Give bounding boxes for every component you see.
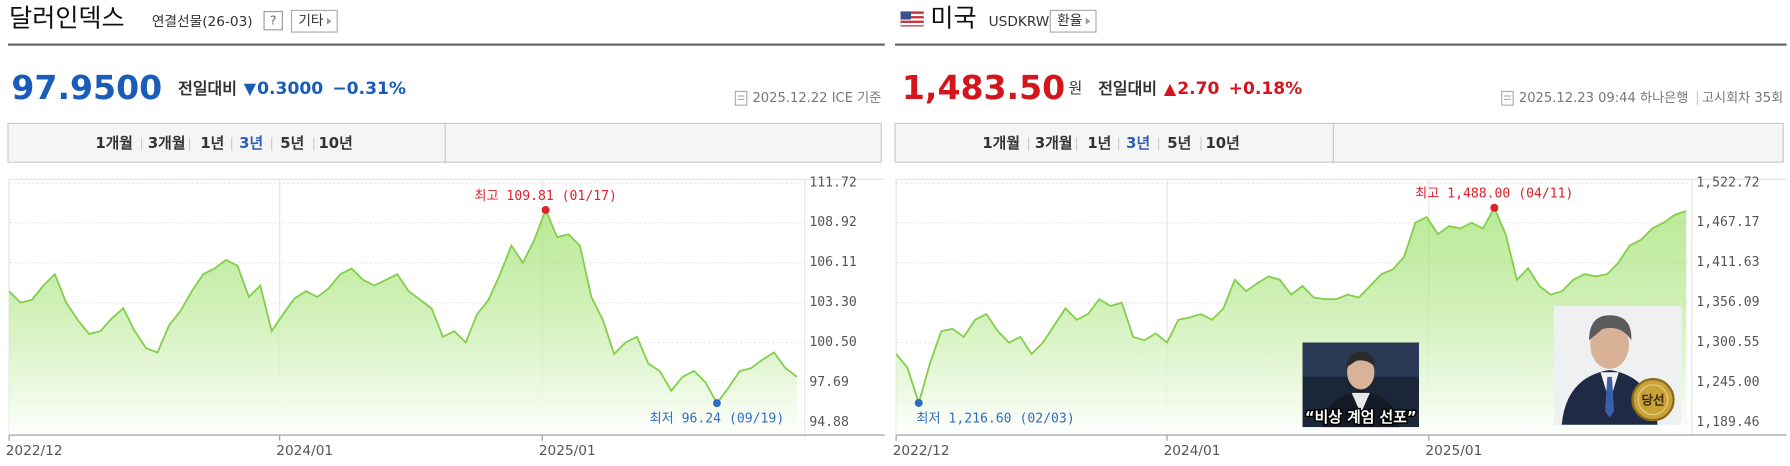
y-tick-label: 1,522.72	[1696, 175, 1759, 190]
change: 0.3000	[257, 79, 323, 99]
low-marker	[914, 398, 923, 407]
doc-icon	[1501, 90, 1514, 106]
price-unit: 원	[1069, 80, 1083, 97]
help-box[interactable]	[263, 10, 283, 31]
x-tick-label: 2022/12	[893, 443, 950, 459]
panel-subtitle: 연결선물(26-03)	[152, 14, 253, 30]
high-marker	[1490, 203, 1499, 212]
badge-text: 당선	[1641, 392, 1664, 407]
button-label[interactable]: 환율	[1057, 13, 1082, 29]
change: 2.70	[1177, 79, 1219, 99]
x-tick-label: 2022/12	[6, 443, 63, 459]
change-label: 전일대비	[1098, 79, 1157, 98]
change-arrow: ▼	[244, 79, 257, 98]
period-tab[interactable]: 1년	[200, 135, 224, 152]
low-label: 최저 1,216.60 (02/03)	[916, 410, 1074, 426]
button-arrow	[1085, 17, 1091, 25]
photo: “비상 계엄 선포”	[1302, 342, 1419, 427]
change-pct: −0.31%	[332, 79, 406, 99]
period-tab[interactable]: 1개월	[95, 134, 133, 152]
x-tick-label: 2025/01	[1425, 443, 1482, 459]
quote-date: 2025.12.22 ICE 기준	[752, 90, 881, 106]
tab-bar	[894, 122, 1784, 163]
period-tab[interactable]: 5년	[280, 135, 304, 152]
period-tab[interactable]: 1년	[1087, 135, 1111, 152]
y-tick-label: 103.30	[809, 295, 856, 310]
photo: 당선	[1553, 306, 1682, 425]
line	[8, 207, 798, 405]
high-marker	[541, 205, 550, 214]
period-tab[interactable]: 3년	[1126, 135, 1150, 152]
tab-bar	[7, 122, 882, 163]
flag-icon	[900, 11, 924, 27]
line	[895, 205, 1687, 407]
y-tick-label: 94.88	[809, 415, 849, 430]
high-label: 최고 109.81 (01/17)	[474, 188, 617, 204]
period-tab[interactable]: 5년	[1167, 135, 1191, 152]
y-tick-label: 1,356.09	[1696, 295, 1759, 310]
y-tick-label: 1,467.17	[1696, 215, 1759, 230]
panel-title: 달러인덱스	[9, 4, 125, 33]
period-tab[interactable]: 10년	[1205, 135, 1239, 152]
period-tab[interactable]: 3개월	[1035, 134, 1073, 152]
low-label: 최저 96.24 (09/19)	[650, 411, 785, 427]
period-tab[interactable]: 1개월	[982, 134, 1020, 152]
y-tick-label: 1,245.00	[1696, 375, 1759, 390]
button[interactable]	[1049, 9, 1097, 33]
panel-subtitle: USDKRW	[989, 14, 1050, 30]
y-tick-label: 106.11	[809, 255, 856, 270]
high-label: 최고 1,488.00 (04/11)	[1415, 186, 1573, 202]
button[interactable]	[290, 9, 338, 33]
x-tick-label: 2024/01	[276, 443, 333, 459]
button-label[interactable]: 기타	[298, 13, 324, 29]
y-tick-label: 1,411.63	[1696, 255, 1759, 270]
change-label: 전일대비	[178, 79, 237, 98]
x-tick-label: 2025/01	[539, 443, 596, 459]
button-arrow	[326, 17, 332, 25]
change-arrow: ▲	[1164, 79, 1177, 98]
y-tick-label: 100.50	[809, 335, 856, 350]
period-tab[interactable]: 3개월	[148, 134, 186, 152]
quote-date: 2025.12.23 09:44 하나은행	[1519, 90, 1688, 106]
y-tick-label: 108.92	[809, 215, 856, 230]
notice-round: 고시회차 35회	[1702, 90, 1783, 106]
price-row: 1,483.50 원 전일대비 ▲2.70 +0.18%	[902, 68, 1302, 107]
photo-caption: “비상 계엄 선포”	[1305, 408, 1417, 426]
area	[9, 209, 797, 436]
panel-title: 미국	[930, 4, 976, 33]
y-tick-label: 1,300.55	[1696, 335, 1759, 350]
price-row: 97.9500 전일대비 ▼0.3000 −0.31%	[11, 68, 406, 107]
low-marker	[712, 399, 721, 408]
x-tick-label: 2024/01	[1164, 443, 1221, 459]
doc-icon	[734, 90, 748, 106]
y-tick-label: 111.72	[809, 175, 856, 190]
y-tick-label: 1,189.46	[1696, 415, 1759, 430]
period-tab[interactable]: 10년	[318, 135, 352, 152]
area	[896, 207, 1687, 436]
price: 97.9500	[11, 68, 162, 107]
change-pct: +0.18%	[1229, 79, 1303, 99]
help-icon[interactable]: ?	[270, 13, 277, 28]
price: 1,483.50	[902, 68, 1065, 107]
period-tab[interactable]: 3년	[239, 135, 263, 152]
y-tick-label: 97.69	[809, 375, 848, 390]
